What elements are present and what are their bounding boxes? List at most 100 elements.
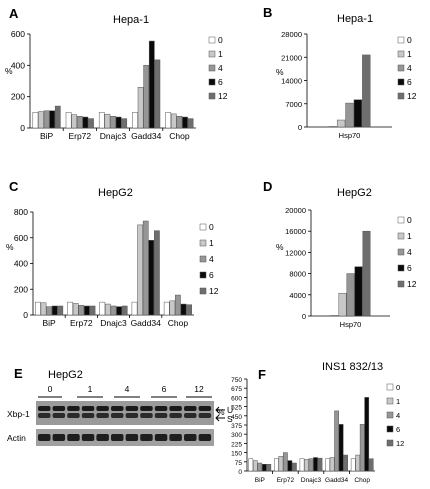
bar xyxy=(137,87,144,129)
bar xyxy=(359,424,365,472)
x-tick-label: Erp72 xyxy=(70,318,93,328)
bar xyxy=(89,305,96,316)
bar xyxy=(132,112,138,129)
chart-title: Hepa-1 xyxy=(337,13,373,25)
y-tick-label: 75 xyxy=(235,460,243,467)
bar xyxy=(336,119,346,128)
chart-title: Hepa-1 xyxy=(113,14,149,26)
legend-swatch xyxy=(199,223,207,231)
legend-swatch xyxy=(397,92,405,100)
chart-title: HepG2 xyxy=(98,187,133,199)
legend-swatch xyxy=(397,78,405,86)
bar xyxy=(330,315,339,317)
xbp1-band-upper xyxy=(52,406,66,411)
legend-label: 6 xyxy=(407,77,412,87)
bar xyxy=(49,110,56,129)
legend-swatch xyxy=(386,425,394,433)
actin-band xyxy=(184,434,197,441)
bar xyxy=(98,112,105,129)
x-tick-label: Gadd34 xyxy=(131,318,162,328)
legend-swatch xyxy=(397,50,405,58)
blot-lane-6: 6 xyxy=(162,384,167,394)
chart-panel-a: A Hepa-1% 0 200 400 600 BiP Erp72 Dnajc3 Gadd34 Ch… xyxy=(5,6,228,141)
actin-band xyxy=(125,434,139,441)
actin-blot-image xyxy=(36,429,214,446)
bar xyxy=(187,118,194,129)
xbp1-band-upper xyxy=(140,406,153,411)
legend-swatch xyxy=(386,439,394,447)
bar xyxy=(110,305,117,316)
bar xyxy=(313,457,318,472)
xbp1-band-lower xyxy=(198,413,212,418)
blot-panel-e: E HepG2 0 1 4 6 12 Xbp-1 Actin U S xyxy=(7,366,233,446)
legend-label: 6 xyxy=(209,270,214,280)
y-tick-label: 21000 xyxy=(281,53,302,62)
xbp1-band-lower xyxy=(125,413,139,418)
bar xyxy=(131,301,138,316)
bar xyxy=(176,116,183,129)
xbp1-band-lower xyxy=(154,413,168,418)
legend-swatch xyxy=(199,287,207,295)
bar xyxy=(65,112,72,129)
bar xyxy=(186,304,192,316)
legend-swatch xyxy=(397,36,405,44)
bar xyxy=(338,424,344,472)
legend-swatch xyxy=(397,232,405,240)
y-axis-label: % xyxy=(276,67,284,77)
y-tick-label: 4000 xyxy=(289,291,306,300)
bar xyxy=(169,300,176,316)
legend-label: 12 xyxy=(218,91,228,101)
bar xyxy=(354,266,363,317)
legend-label: 12 xyxy=(407,91,417,101)
bar xyxy=(104,113,111,129)
y-tick-label: 800 xyxy=(14,207,28,217)
bar xyxy=(110,116,116,129)
y-tick-label: 600 xyxy=(14,233,28,243)
y-tick-label: 150 xyxy=(231,451,242,458)
xbp1-band-lower xyxy=(184,413,197,418)
panel-letter: B xyxy=(263,5,272,20)
legend-swatch xyxy=(208,92,216,100)
legend-swatch xyxy=(397,216,405,224)
bar xyxy=(308,458,314,472)
actin-band xyxy=(52,434,66,441)
xbp1-band-lower xyxy=(96,413,109,418)
bar xyxy=(67,301,73,316)
y-tick-label: 600 xyxy=(231,395,242,402)
bar xyxy=(32,112,39,129)
x-tick-label: Hsp70 xyxy=(339,131,361,140)
legend-label: 1 xyxy=(218,49,223,59)
xbp1-band-upper xyxy=(96,406,109,411)
bar xyxy=(40,302,47,316)
legend-label: 1 xyxy=(396,397,400,406)
legend-swatch xyxy=(386,411,394,419)
xbp1-band-lower xyxy=(52,413,66,418)
blot-row-label-xbp1: Xbp-1 xyxy=(7,409,30,419)
legend-swatch xyxy=(397,280,405,288)
bar xyxy=(121,118,128,129)
legend-label: 12 xyxy=(396,439,404,448)
bar xyxy=(353,99,363,128)
legend-swatch xyxy=(386,383,394,391)
bar xyxy=(362,230,371,317)
panel-letter-e: E xyxy=(14,366,23,381)
bar xyxy=(57,305,64,316)
x-tick-label: Dnajc3 xyxy=(100,131,127,141)
panel-letter: F xyxy=(258,367,266,382)
bar xyxy=(115,116,122,129)
panel-letter: A xyxy=(9,6,19,21)
bar xyxy=(121,305,128,316)
y-tick-label: 0 xyxy=(238,469,242,476)
legend-label: 6 xyxy=(396,425,400,434)
bar xyxy=(163,301,170,316)
bar xyxy=(71,114,78,129)
xbp1-bands xyxy=(38,406,212,418)
chart-panel-b: B Hepa-1% 0 7000 14000 21000 28000 Hsp70 0 1 4 6 12 xyxy=(263,5,417,140)
actin-band xyxy=(140,434,153,441)
xbp1-band-upper xyxy=(184,406,197,411)
bar xyxy=(84,305,90,316)
bar xyxy=(329,457,335,472)
y-axis-label: % xyxy=(6,242,14,252)
actin-band xyxy=(67,434,80,441)
bar xyxy=(248,458,254,472)
